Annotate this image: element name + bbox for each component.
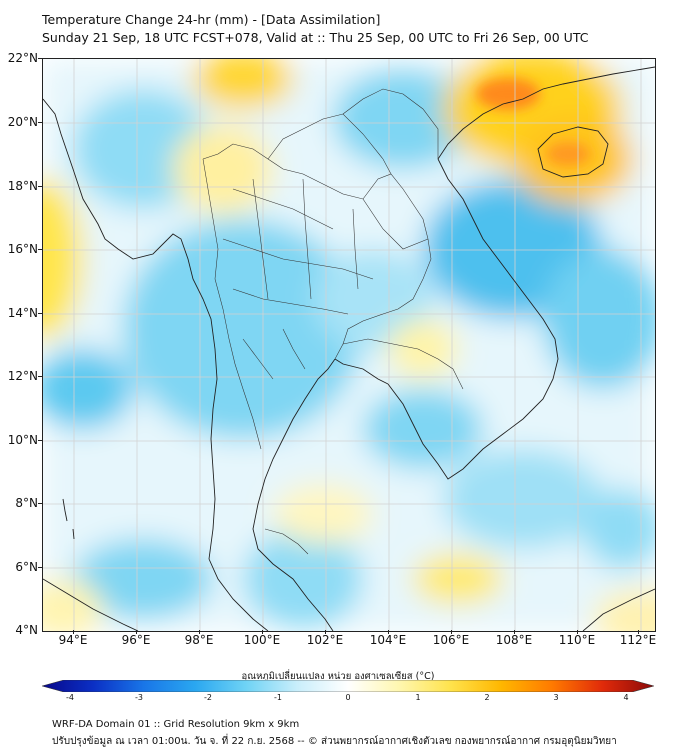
lon-label-104e: 104°E bbox=[369, 633, 407, 647]
lon-tick bbox=[451, 630, 452, 634]
lat-label-10n: 10°N bbox=[7, 433, 38, 447]
coastlines bbox=[43, 66, 655, 631]
lat-label-8n: 8°N bbox=[15, 496, 38, 510]
colorbar-tick: 1 bbox=[415, 693, 421, 702]
lat-label-4n: 4°N bbox=[15, 623, 38, 637]
lon-label-110e: 110°E bbox=[558, 633, 596, 647]
lon-label-98e: 98°E bbox=[184, 633, 214, 647]
lon-tick bbox=[514, 630, 515, 634]
lon-tick bbox=[325, 630, 326, 634]
lat-tick bbox=[38, 503, 42, 504]
lat-tick bbox=[38, 58, 42, 59]
lat-tick bbox=[38, 567, 42, 568]
warm-hotspots bbox=[476, 78, 590, 166]
lon-label-102e: 102°E bbox=[306, 633, 344, 647]
colorbar-tick: 0 bbox=[345, 693, 351, 702]
lon-label-112e: 112°E bbox=[619, 633, 657, 647]
graticule bbox=[43, 59, 655, 631]
colorbar bbox=[42, 680, 654, 692]
lat-tick bbox=[38, 249, 42, 250]
footer-update-info: ปรับปรุงข้อมูล ณ เวลา 01:00น. วัน จ. ที่… bbox=[52, 736, 617, 747]
lat-label-12n: 12°N bbox=[7, 369, 38, 383]
lon-label-106e: 106°E bbox=[432, 633, 470, 647]
lon-tick bbox=[638, 630, 639, 634]
map-title: Temperature Change 24-hr (mm) - [Data As… bbox=[42, 12, 381, 27]
lat-label-14n: 14°N bbox=[7, 306, 38, 320]
colorbar-title: อุณหภูมิเปลี่ยนแปลง หน่วย องศาเซลเซียส (… bbox=[241, 671, 435, 682]
lon-label-96e: 96°E bbox=[121, 633, 151, 647]
map-subtitle: Sunday 21 Sep, 18 UTC FCST+078, Valid at… bbox=[42, 30, 589, 45]
country-borders bbox=[202, 88, 464, 555]
colorbar-tick: -4 bbox=[66, 693, 74, 702]
lon-label-100e: 100°E bbox=[243, 633, 281, 647]
temperature-change-map bbox=[42, 58, 656, 632]
colorbar-ramp bbox=[42, 680, 654, 692]
lat-label-6n: 6°N bbox=[15, 560, 38, 574]
lat-label-18n: 18°N bbox=[7, 179, 38, 193]
colorbar-tick: 4 bbox=[623, 693, 629, 702]
lat-tick bbox=[38, 186, 42, 187]
lon-label-94e: 94°E bbox=[58, 633, 88, 647]
lat-label-16n: 16°N bbox=[7, 242, 38, 256]
lon-tick bbox=[136, 630, 137, 634]
lon-label-108e: 108°E bbox=[495, 633, 533, 647]
lon-tick bbox=[577, 630, 578, 634]
lat-tick bbox=[38, 313, 42, 314]
colorbar-tick: 2 bbox=[484, 693, 490, 702]
lon-tick bbox=[199, 630, 200, 634]
lon-tick bbox=[388, 630, 389, 634]
lat-tick bbox=[38, 376, 42, 377]
colorbar-tick: -2 bbox=[204, 693, 212, 702]
colorbar-tick: 3 bbox=[553, 693, 559, 702]
lon-tick bbox=[262, 630, 263, 634]
lat-label-22n: 22°N bbox=[7, 51, 38, 65]
lon-tick bbox=[73, 630, 74, 634]
lat-label-20n: 20°N bbox=[7, 115, 38, 129]
lat-tick bbox=[38, 440, 42, 441]
lat-tick bbox=[38, 122, 42, 123]
colorbar-tick: -3 bbox=[135, 693, 143, 702]
footer-domain-info: WRF-DA Domain 01 :: Grid Resolution 9km … bbox=[52, 719, 300, 730]
colorbar-tick: -1 bbox=[274, 693, 282, 702]
map-canvas bbox=[43, 59, 655, 631]
